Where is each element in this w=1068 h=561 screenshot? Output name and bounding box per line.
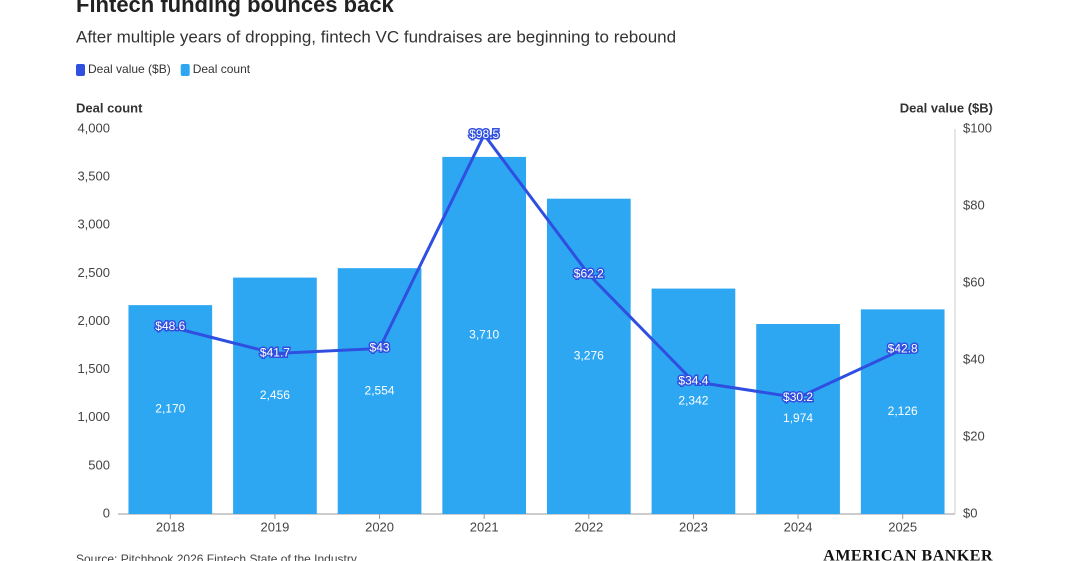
bar-value-label: 2,342: [678, 393, 708, 407]
line-value-label: $34.4: [678, 374, 708, 388]
bar-value-label: 3,276: [574, 349, 604, 363]
yticks-label: 4,000: [77, 120, 110, 135]
x-tick-label: 2023: [679, 519, 708, 534]
bar: [546, 198, 631, 514]
line-point: [795, 394, 802, 401]
y2ticks-label: $0: [963, 505, 977, 520]
line-point: [481, 131, 488, 138]
y2ticks-label: $100: [963, 120, 992, 135]
line-point: [899, 346, 906, 353]
legend-label: Deal count: [193, 62, 251, 76]
bar: [233, 277, 317, 514]
x-tick-label: 2021: [470, 519, 499, 534]
line-point: [376, 345, 383, 352]
bar: [442, 156, 527, 514]
line-point: [271, 350, 278, 357]
yticks-label: 0: [103, 505, 110, 520]
bar-value-label: 2,456: [260, 388, 290, 402]
legend-swatch: [180, 64, 190, 76]
bar-value-label: 3,710: [469, 328, 499, 342]
bar-value-label: 2,126: [888, 404, 918, 418]
y-axis-title: Deal count: [76, 100, 143, 115]
yticks-label: 3,500: [77, 169, 110, 184]
x-tick-label: 2018: [156, 519, 185, 534]
legend-swatch: [76, 64, 85, 76]
line-value-label: $62.2: [574, 267, 604, 281]
y2ticks-label: $40: [963, 351, 985, 366]
y2ticks-label: $20: [963, 428, 985, 443]
line-value-label: $43: [370, 341, 390, 355]
yticks-label: 2,000: [77, 313, 110, 328]
line-point: [690, 378, 697, 385]
bar-value-label: 2,554: [365, 383, 395, 397]
chart-title: Fintech funding bounces back: [76, 0, 395, 17]
line-point: [167, 323, 174, 330]
line-value-label: $48.6: [155, 319, 185, 333]
yticks-label: 500: [88, 457, 110, 472]
legend-label: Deal value ($B): [88, 62, 171, 76]
x-tick-label: 2020: [365, 519, 394, 534]
line-value-label: $42.8: [888, 341, 918, 355]
line: [169, 131, 904, 400]
bar-value-label: 1,974: [783, 411, 813, 425]
logo: AMERICAN BANKER: [823, 548, 993, 561]
y2ticks-label: $80: [963, 197, 985, 212]
yticks-label: 1,000: [77, 409, 110, 424]
yticks-label: 1,500: [77, 361, 110, 376]
yticks-label: 2,500: [77, 265, 110, 280]
chart-subtitle: After multiple years of dropping, fintec…: [76, 27, 676, 46]
line-value-label: $98.5: [469, 127, 499, 141]
y2-axis-title: Deal value ($B): [900, 100, 993, 115]
y2ticks-label: $60: [963, 274, 985, 289]
bar: [337, 268, 422, 514]
bar: [756, 324, 840, 514]
bar: [651, 288, 736, 514]
bar: [128, 305, 213, 514]
yticks-label: 3,000: [77, 217, 110, 232]
x-tick-label: 2022: [574, 519, 603, 534]
line-value-label: $41.7: [260, 346, 290, 360]
line-value-label: $30.2: [783, 390, 813, 404]
x-tick-label: 2019: [260, 519, 289, 534]
line-point: [585, 271, 592, 278]
bar: [860, 309, 945, 514]
x-tick-label: 2025: [888, 519, 917, 534]
source-note: Source: Pitchbook 2026 Fintech State of …: [76, 552, 357, 561]
x-tick-label: 2024: [784, 519, 813, 534]
bar-value-label: 2,170: [155, 402, 185, 416]
